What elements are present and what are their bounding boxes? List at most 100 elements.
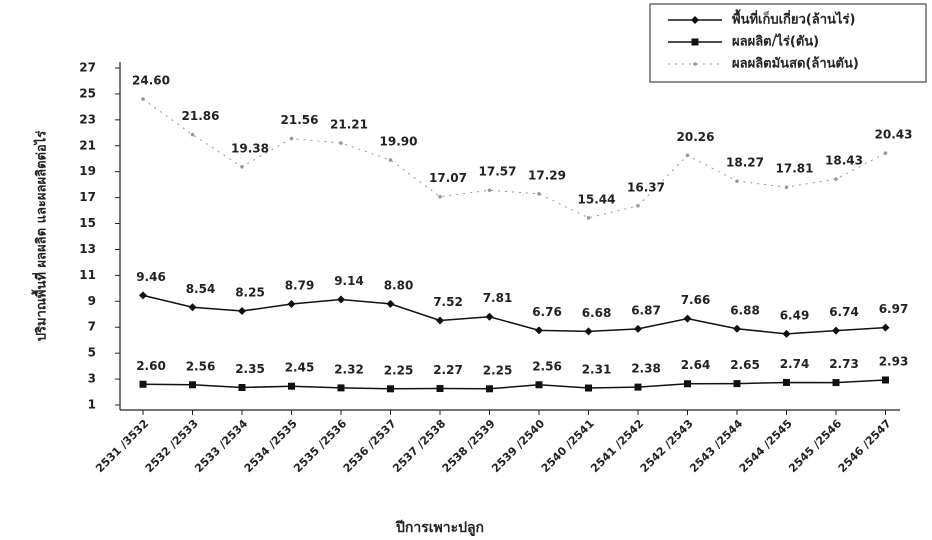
point [585, 385, 592, 392]
data-label: 19.38 [231, 141, 269, 155]
point [288, 300, 296, 308]
y-tick-label: 27 [79, 61, 96, 75]
data-label: 6.76 [532, 305, 562, 319]
point [486, 385, 493, 392]
point [587, 216, 591, 220]
point [833, 379, 840, 386]
data-label: 2.31 [582, 363, 612, 377]
point [139, 291, 147, 299]
y-tick-label: 19 [79, 164, 96, 178]
data-label: 8.25 [235, 286, 265, 300]
data-label: 17.07 [429, 171, 467, 185]
data-label: 2.65 [730, 358, 760, 372]
point [884, 151, 888, 155]
point [389, 158, 393, 162]
data-label: 17.57 [479, 165, 517, 179]
data-label: 20.43 [875, 128, 913, 142]
point [339, 141, 343, 145]
point [189, 381, 196, 388]
point [832, 327, 840, 335]
data-label: 17.29 [528, 168, 566, 182]
data-label: 18.43 [825, 154, 863, 168]
y-tick-label: 15 [79, 216, 96, 230]
data-label: 6.87 [631, 303, 661, 317]
y-tick-label: 21 [79, 138, 96, 152]
point [338, 384, 345, 391]
y-tick-label: 5 [88, 346, 96, 360]
point [290, 137, 294, 141]
y-tick-label: 23 [79, 112, 96, 126]
point [834, 177, 838, 181]
series-line [143, 99, 886, 218]
data-label: 18.27 [726, 156, 764, 170]
point [635, 384, 642, 391]
series-line [143, 380, 886, 389]
data-label: 7.66 [681, 293, 711, 307]
data-label: 15.44 [578, 192, 616, 206]
point [191, 133, 195, 137]
data-label: 2.45 [285, 361, 315, 375]
data-label: 9.14 [334, 274, 364, 288]
chart: ปีการเพาะปลูก ปริมาณพื้นที่ ผลผลิต และผล… [0, 0, 932, 540]
data-label: 17.81 [776, 162, 814, 176]
point [684, 315, 692, 323]
point [437, 385, 444, 392]
x-tick-label: 2546 /2547 [836, 417, 894, 475]
point [585, 327, 593, 335]
point [387, 385, 394, 392]
data-label: 8.80 [384, 278, 414, 292]
point [486, 313, 494, 321]
point [488, 188, 492, 192]
data-label: 24.60 [132, 74, 170, 88]
x-axis-title: ปีการเพาะปลูก [394, 520, 484, 536]
data-label: 6.88 [730, 303, 760, 317]
point [882, 376, 889, 383]
point [882, 324, 890, 332]
data-label: 8.54 [186, 282, 216, 296]
point [783, 330, 791, 338]
data-label: 6.74 [829, 305, 859, 319]
legend-label: ผลผลิต/ไร่(ตัน) [732, 33, 819, 50]
data-label: 2.56 [532, 359, 562, 373]
y-tick-label: 17 [79, 190, 96, 204]
data-label: 19.90 [380, 135, 418, 149]
y-tick-label: 3 [88, 372, 96, 386]
legend-marker [692, 39, 699, 46]
y-tick-label: 11 [79, 268, 96, 282]
series-line [143, 295, 886, 333]
data-label: 2.74 [780, 357, 810, 371]
point [686, 154, 690, 158]
point [536, 381, 543, 388]
point [337, 295, 345, 303]
data-label: 7.52 [433, 295, 463, 309]
data-label: 2.60 [136, 359, 166, 373]
point [535, 326, 543, 334]
point [684, 380, 691, 387]
point [240, 165, 244, 169]
y-axis-title: ปริมาณพื้นที่ ผลผลิต และผลผลิตต่อไร่ [31, 131, 50, 342]
point [783, 379, 790, 386]
data-label: 21.86 [182, 109, 220, 123]
point [734, 380, 741, 387]
point [438, 195, 442, 199]
data-label: 9.46 [136, 270, 166, 284]
data-label: 2.25 [483, 363, 513, 377]
data-label: 6.97 [879, 302, 909, 316]
y-tick-label: 7 [88, 320, 96, 334]
point [634, 325, 642, 333]
point [288, 383, 295, 390]
data-label: 2.25 [384, 363, 414, 377]
data-label: 21.56 [281, 113, 319, 127]
data-label: 2.56 [186, 359, 216, 373]
point [141, 97, 145, 101]
point [436, 316, 444, 324]
data-label: 2.27 [433, 363, 463, 377]
y-tick-label: 1 [88, 398, 96, 412]
point [239, 384, 246, 391]
data-label: 8.79 [285, 279, 315, 293]
data-label: 2.35 [235, 362, 265, 376]
point [140, 381, 147, 388]
y-tick-label: 13 [79, 242, 96, 256]
data-label: 7.81 [483, 291, 513, 305]
data-label: 2.32 [334, 362, 364, 376]
